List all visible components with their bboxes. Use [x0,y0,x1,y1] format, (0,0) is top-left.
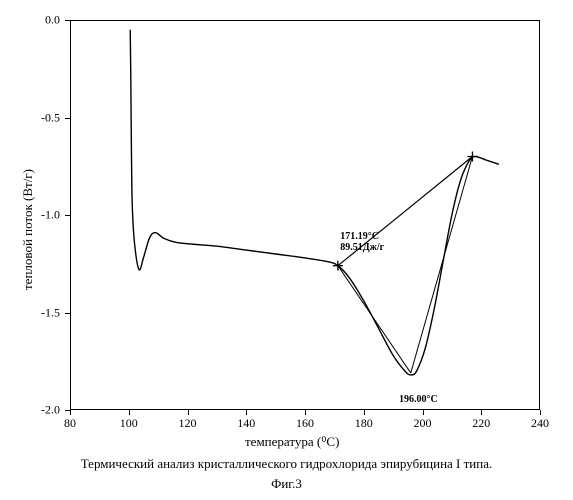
x-tick-label: 240 [531,416,549,431]
onset-annotation: 171.19°C 89.51Дж/г [340,231,384,254]
x-tick [540,410,541,415]
y-axis-label: тепловой поток (Вт/г) [20,169,36,290]
peak-annotation: 196.00°C [399,394,438,406]
figure-label: Фиг.3 [0,476,573,492]
x-tick-label: 100 [120,416,138,431]
y-tick-label: -2.0 [30,403,60,418]
figure-caption: Термический анализ кристаллического гидр… [0,456,573,472]
x-tick [423,410,424,415]
curve [130,30,499,375]
x-tick-label: 200 [414,416,432,431]
x-axis-label: температура (⁰C) [245,434,339,450]
y-tick [65,410,70,411]
y-tick-label: -1.5 [30,305,60,320]
x-tick [70,410,71,415]
x-tick-label: 160 [296,416,314,431]
x-tick [129,410,130,415]
x-tick-label: 220 [472,416,490,431]
x-tick-label: 140 [237,416,255,431]
figure-root: тепловой поток (Вт/г) температура (⁰C) 1… [0,0,573,500]
y-tick [65,215,70,216]
x-tick-label: 180 [355,416,373,431]
y-tick-label: -1.0 [30,208,60,223]
x-tick [305,410,306,415]
y-tick-label: -0.5 [30,110,60,125]
y-tick-label: 0.0 [30,13,60,28]
x-tick [246,410,247,415]
x-tick [188,410,189,415]
x-tick-label: 80 [64,416,76,431]
y-tick [65,313,70,314]
y-tick [65,118,70,119]
curve [411,157,473,373]
x-tick [481,410,482,415]
x-tick [364,410,365,415]
x-tick-label: 120 [179,416,197,431]
onset-temp: 171.19°C [340,231,379,242]
curve [338,266,411,373]
y-tick [65,20,70,21]
onset-enthalpy: 89.51Дж/г [340,242,384,253]
